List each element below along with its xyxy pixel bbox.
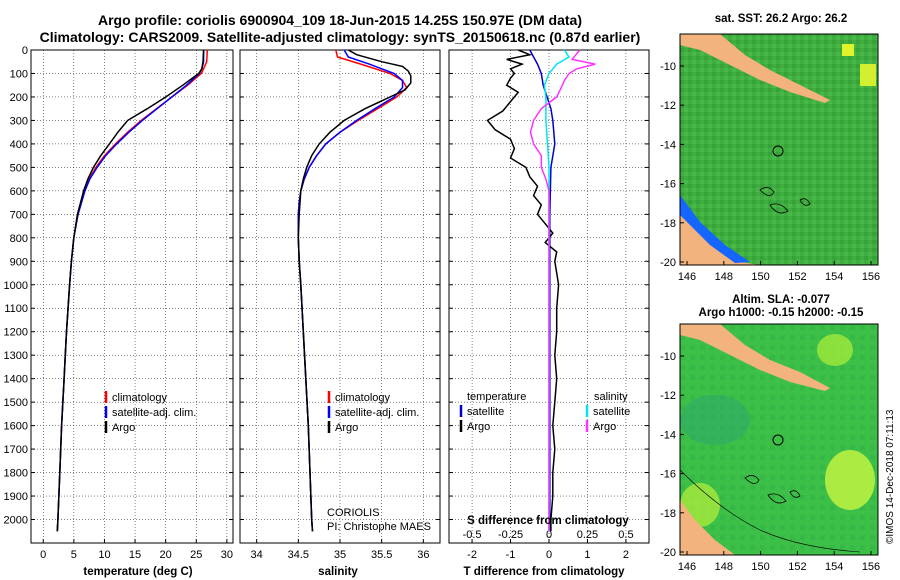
x-tick-label: 1 [584,549,590,561]
y-tick-label: 400 [10,139,28,151]
x-tick-label: -2 [467,549,477,561]
s-diff-tick-label: 0 [546,529,552,541]
series-climatology [56,49,209,532]
legend-climatology: climatology [335,392,391,404]
y-tick-label: 1300 [4,350,28,362]
x-tick-label: 0 [40,549,46,561]
x-tick-label: 10 [98,549,110,561]
y-tick-label: 1100 [4,303,28,315]
legend-satellite: satellite-adj. clim. [335,407,419,419]
y-tick-label: 1000 [4,280,28,292]
x-tick-label: 2 [623,549,629,561]
legend-t-satellite: satellite [467,406,504,418]
x-tick-label: 35.5 [371,549,392,561]
y-tick-label: 1500 [4,397,28,409]
difference-xlabel: T difference from climatology [463,566,625,578]
temperature-xlabel: temperature (deg C) [83,566,192,578]
y-tick-label: 200 [10,92,28,104]
sla-map-title-2: Argo h1000: -0.15 h2000: -0.15 [698,307,864,319]
legend-argo: Argo [335,422,358,434]
legend-climatology: climatology [112,392,168,404]
title-line-2: Climatology: CARS2009. Satellite-adjuste… [39,29,641,45]
y-tick-label: 2000 [4,515,28,527]
series-satellite-adj-clim- [297,49,404,532]
temperature-legend: climatology satellite-adj. clim. Argo [104,391,196,434]
legend-temperature-header: temperature [467,391,526,403]
x-tick-label: 30 [221,549,233,561]
y-tick-label: 500 [10,162,28,174]
sst-map-title: sat. SST: 26.2 Argo: 26.2 [714,13,848,25]
y-tick-label: 1800 [4,468,28,480]
difference-legend: temperature satellite Argo salinity sate… [459,391,630,527]
y-tick-label: 100 [10,68,28,80]
y-tick-label: 300 [10,115,28,127]
legend-s-argo: Argo [593,421,616,433]
legend-argo: Argo [112,422,135,434]
y-tick-label: 700 [10,209,28,221]
y-tick-label: 1600 [4,421,28,433]
x-tick-label: 0 [546,549,552,561]
salinity-xlabel: salinity [318,566,358,578]
series-climatology [297,49,408,532]
annotation-pi: PI: Christophe MAES [327,521,431,533]
series-t-argo [486,49,560,532]
x-tick-label: 20 [160,549,172,561]
x-tick-label: -1 [506,549,516,561]
legend-s-satellite: satellite [593,406,630,418]
y-tick-label: 1900 [4,491,28,503]
y-tick-label: 1400 [4,374,28,386]
x-tick-label: 36 [417,549,429,561]
s-diff-tick-label: -0.5 [463,529,482,541]
legend-t-argo: Argo [467,421,490,433]
legend-salinity-header: salinity [594,391,628,403]
s-difference-label: S difference from climatology [467,515,629,527]
series-t-satellite [529,49,556,532]
series-satellite-adj-clim- [56,50,205,532]
x-tick-label: 25 [190,549,202,561]
y-tick-label: 600 [10,186,28,198]
s-diff-tick-label: 0.25 [577,529,598,541]
x-tick-label: 35 [334,549,346,561]
x-tick-label: 15 [129,549,141,561]
legend-satellite: satellite-adj. clim. [112,407,196,419]
s-diff-tick-label: -0.25 [498,529,523,541]
x-tick-label: 5 [71,549,77,561]
title-line-1: Argo profile: coriolis 6900904_109 18-Ju… [97,12,582,28]
y-tick-label: 800 [10,233,28,245]
y-tick-label: 1700 [4,444,28,456]
series-argo [297,49,412,532]
y-tick-label: 0 [22,45,28,57]
annotation-coriolis: CORIOLIS [327,507,380,519]
s-diff-tick-label: 0.5 [618,529,633,541]
credit-label: ©IMOS 14-Dec-2018 07:11:13 [885,409,896,544]
difference-plot: -2 -1 0 1 2 -0.5 -0.25 0 0.25 0.5 [449,49,649,561]
y-tick-label: 1200 [4,327,28,339]
y-tick-label: 900 [10,256,28,268]
sla-map-title-1: Altim. SLA: -0.077 [732,294,830,306]
x-tick-label: 34.5 [288,549,309,561]
temperature-plot: 0100200300400500600700800900100011001200… [4,45,233,561]
x-tick-label: 34 [251,549,263,561]
series-s-satellite [543,49,571,532]
salinity-plot: 34 34.5 35 35.5 36 [240,49,440,561]
temperature-plot-frame [30,49,234,544]
series-argo [56,49,205,532]
salinity-legend: climatology satellite-adj. clim. Argo CO… [327,391,431,533]
series-s-argo [529,49,596,532]
